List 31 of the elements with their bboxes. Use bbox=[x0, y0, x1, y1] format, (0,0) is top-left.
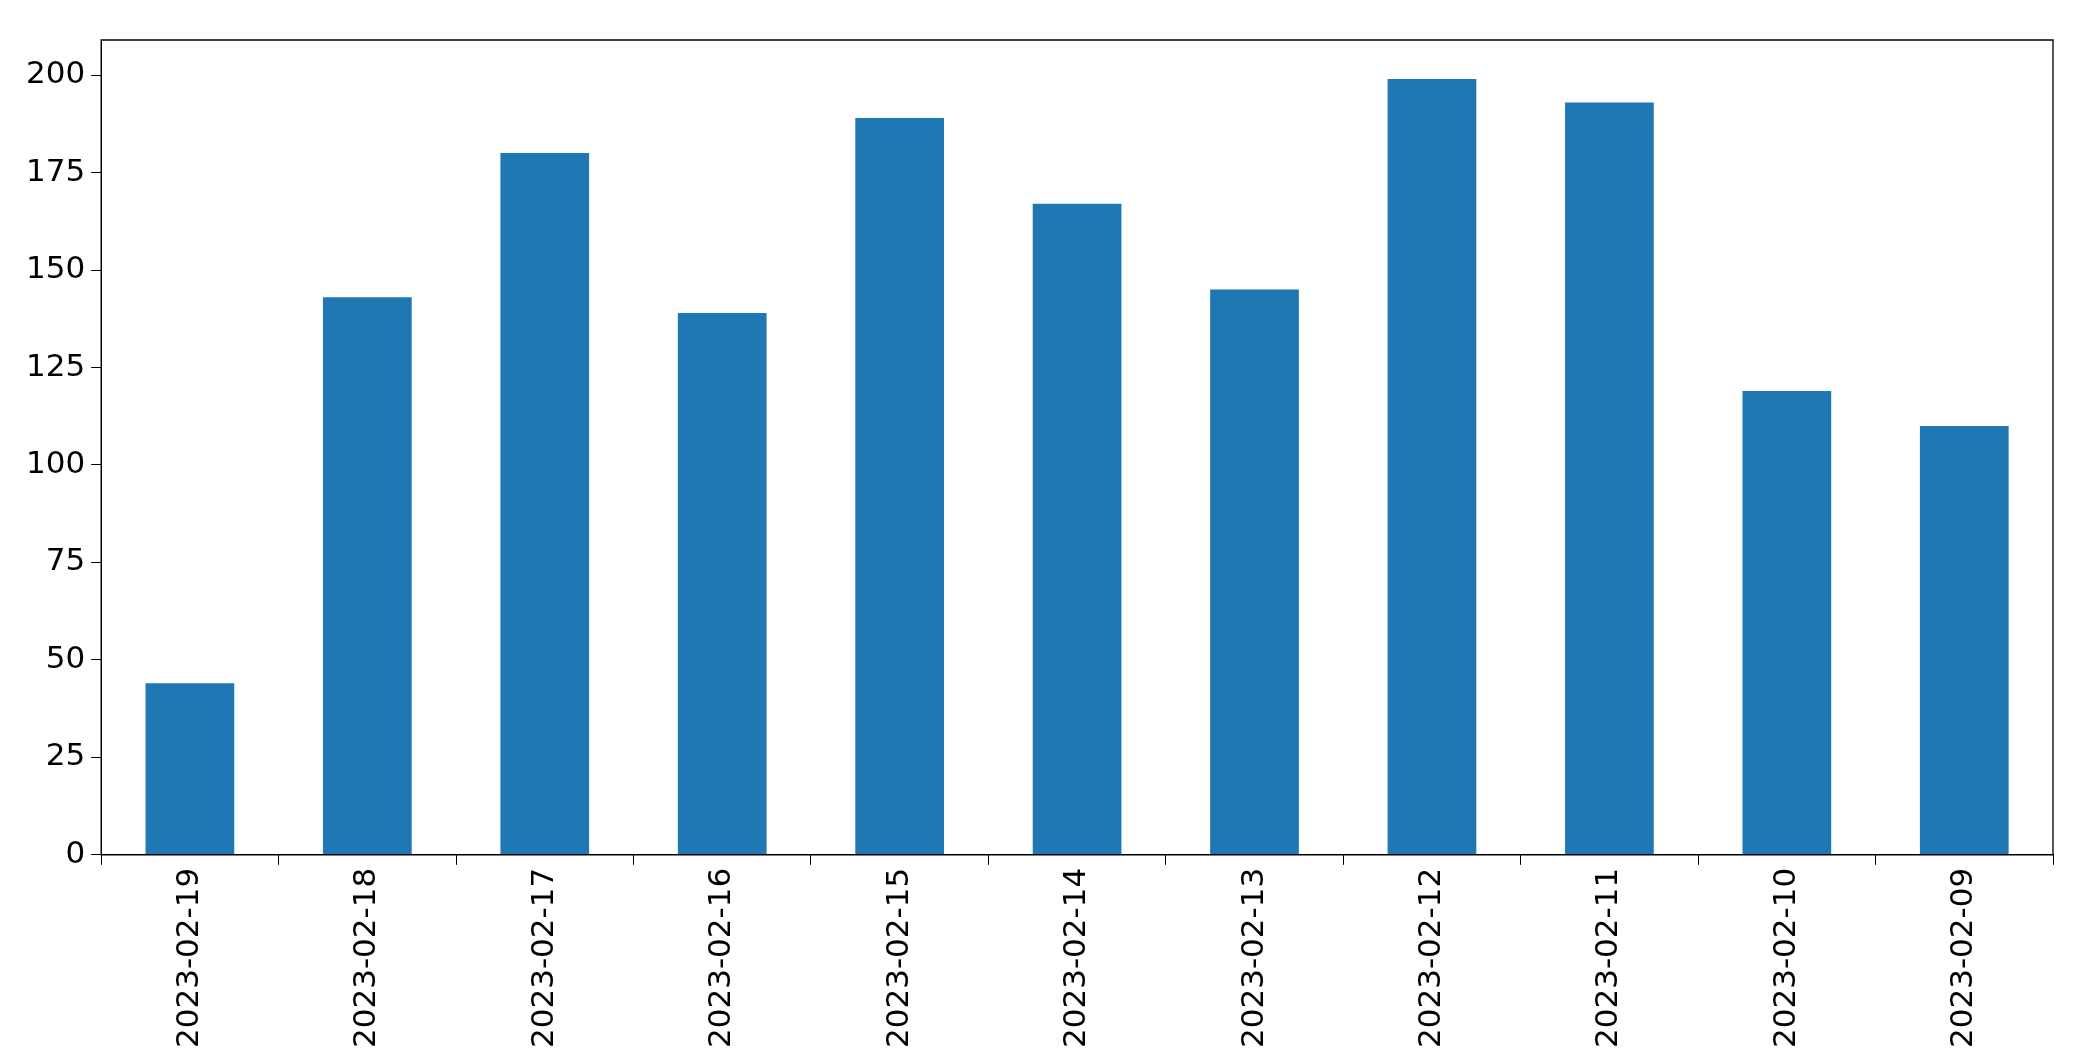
y-tick-label: 50 bbox=[45, 638, 86, 675]
x-tick-label: 2023-02-14 bbox=[1056, 867, 1093, 1049]
bar bbox=[1387, 78, 1477, 855]
bar bbox=[1742, 390, 1832, 855]
x-tick-label: 2023-02-12 bbox=[1411, 867, 1448, 1049]
x-tick-label: 2023-02-19 bbox=[168, 867, 205, 1049]
bar bbox=[322, 297, 412, 855]
bar bbox=[145, 683, 235, 855]
bar bbox=[500, 153, 590, 855]
y-tick-label: 150 bbox=[26, 249, 86, 286]
y-tick-label: 0 bbox=[65, 833, 86, 870]
x-tick-label: 2023-02-13 bbox=[1233, 867, 1270, 1049]
bar bbox=[1565, 102, 1654, 855]
bar bbox=[1919, 425, 2009, 855]
bar bbox=[1210, 289, 1299, 855]
x-tick-label: 2023-02-11 bbox=[1588, 867, 1625, 1049]
y-tick-label: 125 bbox=[26, 346, 86, 383]
x-tick-label: 2023-02-16 bbox=[701, 867, 738, 1049]
bar bbox=[855, 117, 945, 855]
x-tick-label: 2023-02-15 bbox=[878, 867, 915, 1049]
x-tick-label: 2023-02-18 bbox=[346, 867, 383, 1049]
bar bbox=[677, 312, 767, 855]
x-tick-label: 2023-02-17 bbox=[523, 867, 560, 1049]
y-tick-label: 100 bbox=[26, 444, 86, 481]
x-tick-label: 2023-02-10 bbox=[1765, 867, 1802, 1049]
y-tick-label: 175 bbox=[26, 151, 86, 188]
y-tick-label: 200 bbox=[26, 54, 86, 91]
y-tick-label: 25 bbox=[45, 736, 86, 773]
y-tick-label: 75 bbox=[45, 541, 86, 578]
bar bbox=[1032, 203, 1122, 855]
x-tick-label: 2023-02-09 bbox=[1943, 867, 1980, 1049]
